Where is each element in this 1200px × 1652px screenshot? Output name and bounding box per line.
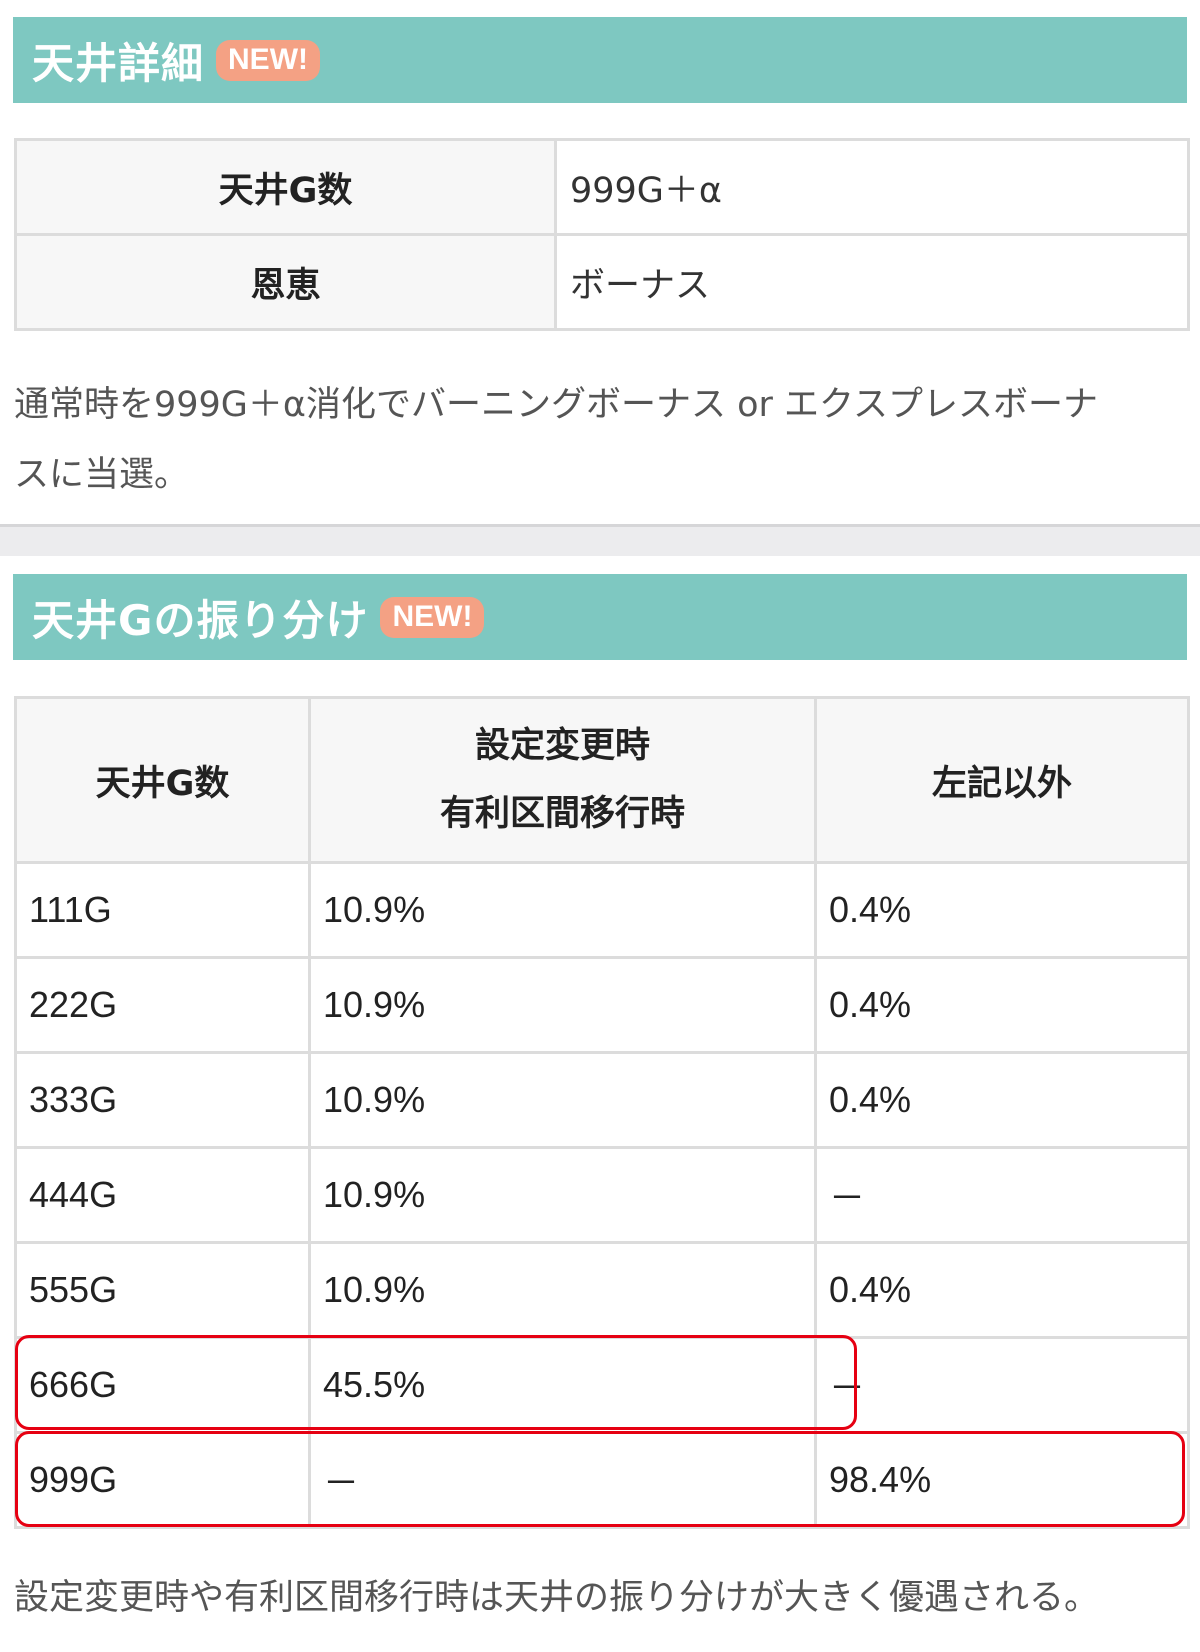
table-row: 999G － 98.4% xyxy=(14,1431,1190,1529)
cell-reset-rate: 10.9% xyxy=(308,1051,817,1149)
cell-reset-rate: 10.9% xyxy=(308,1241,817,1339)
ceiling-distribution-header: 天井Gの振り分け NEW! xyxy=(13,574,1187,660)
benefit-label: 恩恵 xyxy=(14,233,557,331)
new-badge: NEW! xyxy=(380,596,485,638)
table-row: 222G 10.9% 0.4% xyxy=(14,956,1190,1054)
table-row: 444G 10.9% － xyxy=(14,1146,1190,1244)
col-header-reset: 設定変更時 有利区間移行時 xyxy=(308,696,817,864)
new-badge: NEW! xyxy=(216,39,320,81)
cell-game: 555G xyxy=(14,1241,311,1339)
cell-other-rate: 0.4% xyxy=(814,1051,1190,1149)
cell-reset-rate: 45.5% xyxy=(308,1336,817,1434)
cell-other-rate: 98.4% xyxy=(814,1431,1190,1529)
table-row: 333G 10.9% 0.4% xyxy=(14,1051,1190,1149)
col-header-reset-line2: 有利区間移行時 xyxy=(439,794,685,834)
cell-game: 111G xyxy=(14,861,311,959)
cell-reset-rate: 10.9% xyxy=(308,956,817,1054)
col-header-ceiling-games: 天井G数 xyxy=(14,696,311,864)
cell-reset-rate: 10.9% xyxy=(308,1146,817,1244)
table-row: 恩恵 ボーナス xyxy=(14,233,1190,331)
table-row: 111G 10.9% 0.4% xyxy=(14,861,1190,959)
cell-game: 666G xyxy=(14,1336,311,1434)
table-row: 666G 45.5% － xyxy=(14,1336,1190,1434)
ceiling-details-table: 天井G数 999G＋α 恩恵 ボーナス xyxy=(14,138,1190,331)
distribution-footnote: 設定変更時や有利区間移行時は天井の振り分けが大きく優遇される。 xyxy=(14,1578,1100,1618)
description-line: 通常時を999G＋α消化でバーニングボーナス or エクスプレスボーナ xyxy=(14,385,1099,425)
cell-reset-rate: 10.9% xyxy=(308,861,817,959)
ceiling-details-header: 天井詳細 NEW! xyxy=(13,17,1187,103)
table-row: 天井G数 999G＋α xyxy=(14,138,1190,236)
cell-reset-rate: － xyxy=(308,1431,817,1529)
ceiling-description: 通常時を999G＋α消化でバーニングボーナス or エクスプレスボーナ スに当選… xyxy=(14,370,1184,510)
cell-other-rate: 0.4% xyxy=(814,956,1190,1054)
cell-other-rate: 0.4% xyxy=(814,1241,1190,1339)
section-title: 天井Gの振り分け xyxy=(32,595,369,645)
cell-other-rate: 0.4% xyxy=(814,861,1190,959)
ceiling-games-value: 999G＋α xyxy=(554,138,1190,236)
cell-game: 444G xyxy=(14,1146,311,1244)
cell-game: 222G xyxy=(14,956,311,1054)
ceiling-distribution-table: 天井G数 設定変更時 有利区間移行時 左記以外 111G 10.9% 0.4% … xyxy=(14,696,1190,1529)
section-divider xyxy=(0,524,1200,556)
ceiling-games-label: 天井G数 xyxy=(14,138,557,236)
table-row: 555G 10.9% 0.4% xyxy=(14,1241,1190,1339)
cell-game: 999G xyxy=(14,1431,311,1529)
benefit-value: ボーナス xyxy=(554,233,1190,331)
cell-other-rate: － xyxy=(814,1336,1190,1434)
table-header-row: 天井G数 設定変更時 有利区間移行時 左記以外 xyxy=(14,696,1190,864)
cell-other-rate: － xyxy=(814,1146,1190,1244)
section-title: 天井詳細 xyxy=(32,38,205,88)
description-line: スに当選。 xyxy=(14,455,190,495)
col-header-reset-line1: 設定変更時 xyxy=(474,726,650,766)
col-header-other: 左記以外 xyxy=(814,696,1190,864)
cell-game: 333G xyxy=(14,1051,311,1149)
